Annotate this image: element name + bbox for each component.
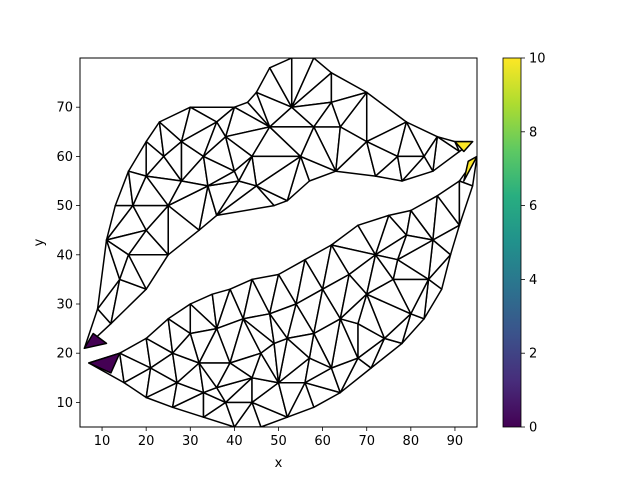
x-tick-label: 40 — [226, 434, 243, 449]
mesh-triangle — [132, 204, 169, 231]
x-tick-label: 60 — [314, 434, 331, 449]
x-axis: 10 20 30 40 50 60 70 80 90 — [94, 427, 463, 449]
mesh-triangle — [458, 180, 474, 227]
y-tick-label: 10 — [56, 396, 73, 411]
x-tick-label: 90 — [447, 434, 464, 449]
y-axis: 10 20 30 40 50 60 70 — [56, 101, 80, 411]
x-tick-label: 80 — [403, 434, 420, 449]
mesh-triangle — [335, 126, 368, 172]
colored-triangle — [83, 332, 108, 350]
mesh-triangle — [202, 121, 227, 158]
colorbar-tick-label: 6 — [529, 199, 537, 214]
mesh-triangle — [365, 140, 399, 177]
mesh-triangle — [118, 254, 147, 290]
mesh-triangle — [268, 58, 293, 108]
lower-lip-triangles — [88, 155, 477, 427]
colorbar: 0 2 4 6 8 10 — [502, 52, 546, 436]
colorbar-tick-label: 10 — [529, 52, 546, 67]
colorbar-gradient — [502, 57, 522, 428]
plot-area — [79, 57, 478, 428]
mesh-triangle — [313, 288, 342, 335]
colored-triangle — [88, 352, 121, 374]
y-tick-label: 30 — [56, 298, 73, 313]
x-tick-label: 70 — [358, 434, 375, 449]
x-tick-label: 50 — [270, 434, 287, 449]
colored-triangle — [463, 155, 477, 182]
x-tick-label: 10 — [94, 434, 111, 449]
mesh-triangle — [374, 254, 399, 281]
y-tick-label: 60 — [56, 150, 73, 165]
y-tick-label: 50 — [56, 199, 73, 214]
upper-lip-triangles — [83, 58, 474, 350]
colorbar-tick-label: 8 — [529, 125, 537, 140]
y-tick-label: 40 — [56, 248, 73, 263]
mesh-triangle — [167, 180, 209, 207]
mesh-triangle — [313, 101, 342, 128]
x-tick-label: 30 — [182, 434, 199, 449]
mesh-triangle — [171, 332, 200, 364]
colorbar-tick-label: 4 — [529, 273, 537, 288]
mesh-triangle — [396, 155, 425, 182]
colorbar-tick-label: 2 — [529, 347, 537, 362]
triangulation-mesh — [83, 58, 477, 427]
mesh-triangle — [268, 126, 315, 158]
y-tick-label: 20 — [56, 347, 73, 362]
mesh-triangle — [268, 313, 289, 345]
colorbar-axis: 0 2 4 6 8 10 — [521, 52, 546, 436]
highlighted-faces — [83, 140, 477, 374]
mesh-triangle — [238, 155, 258, 187]
x-axis-label: x — [275, 456, 283, 471]
mesh-triangle — [286, 332, 315, 359]
mesh-triangle — [339, 293, 368, 325]
mesh-triangle — [215, 362, 253, 389]
colorbar-tick-label: 0 — [529, 421, 537, 436]
y-tick-label: 70 — [56, 101, 73, 116]
colored-triangle — [454, 140, 474, 153]
x-tick-label: 20 — [138, 434, 155, 449]
y-axis-label: y — [32, 238, 47, 246]
